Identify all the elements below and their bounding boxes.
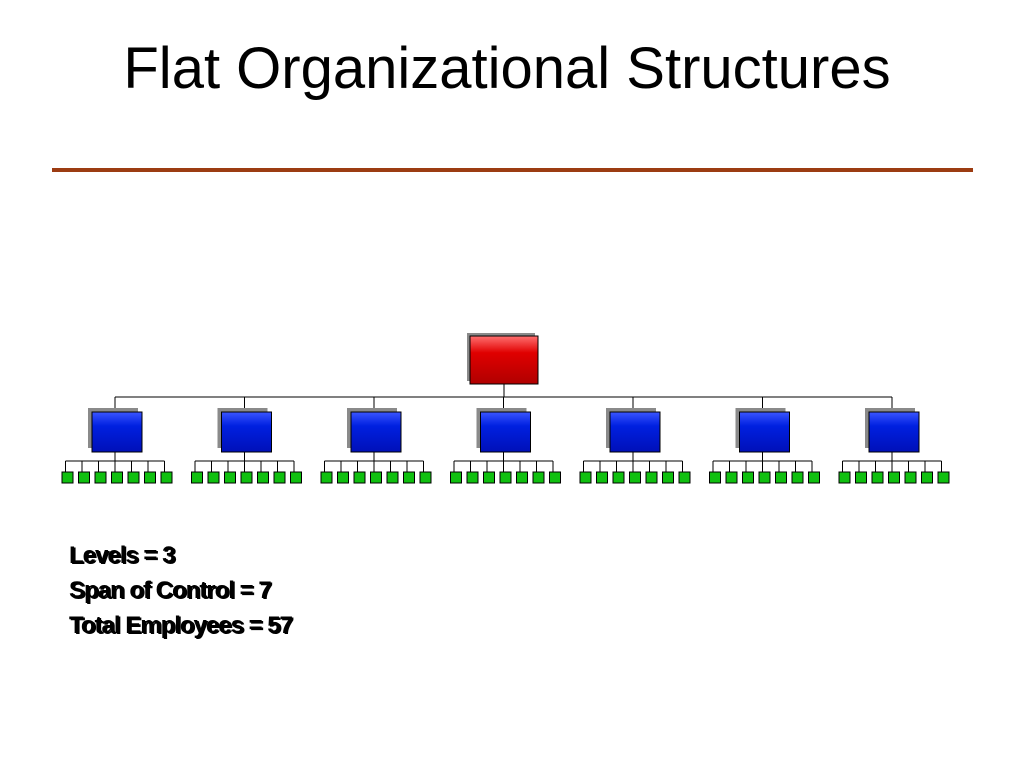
employee-box — [808, 471, 820, 484]
middle-manager-box — [735, 408, 790, 453]
employee-box — [579, 471, 592, 484]
employee-box — [483, 471, 495, 484]
employee-box — [353, 471, 366, 484]
org-chart-connectors — [65, 384, 942, 472]
middle-manager-box — [865, 408, 920, 453]
employee-box — [257, 471, 269, 484]
employee-box — [775, 471, 787, 484]
middle-manager-box — [88, 408, 143, 453]
span-of-control-stat: Span of Control = 7 — [69, 577, 272, 604]
employee-box — [370, 471, 382, 484]
middle-manager-box — [606, 408, 661, 453]
employee-box — [61, 471, 74, 484]
employee-box — [466, 471, 479, 484]
middle-manager-box — [347, 408, 402, 453]
middle-manager-box — [217, 408, 272, 453]
employee-box — [629, 471, 641, 484]
employee-box — [678, 471, 691, 484]
employee-box — [127, 471, 140, 484]
employee-box — [403, 471, 415, 484]
employee-box — [144, 471, 156, 484]
structure-stats: Levels = 3 Span of Control = 7 Total Emp… — [69, 538, 293, 643]
top-manager-box — [467, 333, 539, 385]
employee-box — [612, 471, 625, 484]
employee-box — [386, 471, 399, 484]
employee-box — [662, 471, 674, 484]
slide-title: Flat Organizational Structures — [123, 36, 891, 101]
employee-box — [516, 471, 528, 484]
employee-box — [224, 471, 236, 484]
middle-manager-box — [476, 408, 531, 453]
employee-box — [94, 471, 107, 484]
employee-box — [320, 471, 333, 484]
org-chart-nodes — [61, 333, 950, 484]
employee-box — [499, 471, 512, 484]
employee-box — [725, 471, 738, 484]
employee-box — [871, 471, 884, 484]
employee-box — [645, 471, 658, 484]
employee-box — [758, 471, 771, 484]
employee-box — [549, 471, 561, 484]
employee-box — [240, 471, 253, 484]
employee-box — [532, 471, 545, 484]
employee-box — [838, 471, 851, 484]
employee-box — [742, 471, 754, 484]
employee-box — [419, 471, 432, 484]
employee-box — [78, 471, 90, 484]
employee-box — [855, 471, 867, 484]
employee-box — [709, 471, 721, 484]
title-divider — [52, 168, 973, 172]
employee-box — [888, 471, 900, 484]
levels-stat: Levels = 3 — [69, 542, 175, 569]
employee-box — [937, 471, 950, 484]
employee-box — [207, 471, 220, 484]
employee-box — [273, 471, 286, 484]
employee-box — [791, 471, 804, 484]
employee-box — [290, 471, 302, 484]
total-employees-stat: Total Employees = 57 — [69, 612, 293, 639]
employee-box — [904, 471, 917, 484]
employee-box — [191, 471, 203, 484]
employee-box — [450, 471, 462, 484]
employee-box — [596, 471, 608, 484]
employee-box — [921, 471, 933, 484]
employee-box — [160, 471, 173, 484]
employee-box — [111, 471, 123, 484]
employee-box — [337, 471, 349, 484]
